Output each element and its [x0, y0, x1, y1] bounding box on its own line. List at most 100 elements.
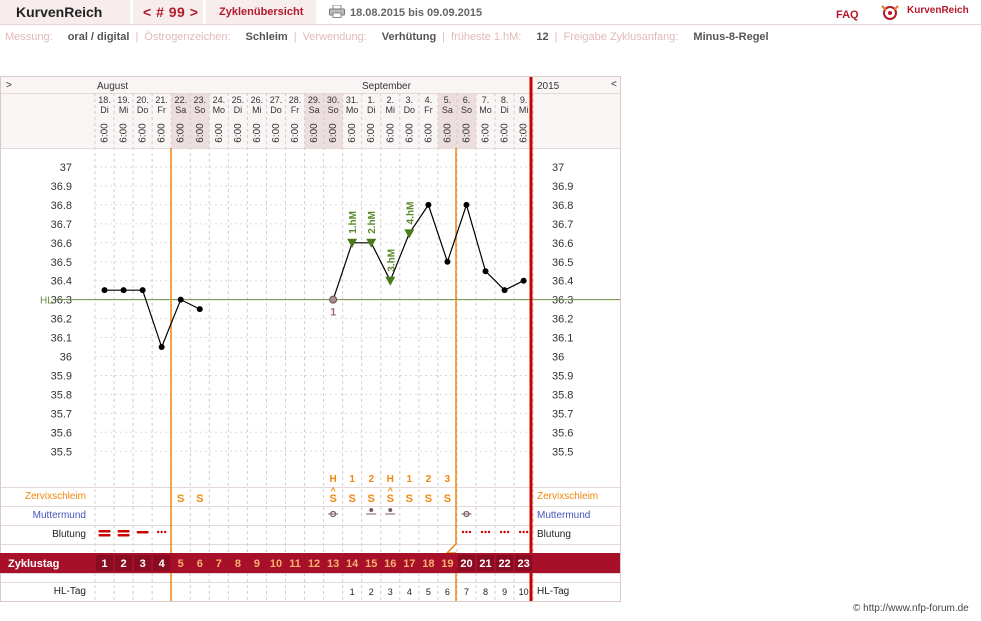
bleeding-spotting-dot: [522, 530, 525, 534]
day-weekday: Di: [100, 105, 109, 115]
measure-time: 6:00: [328, 123, 339, 143]
cycleday-number: 5: [178, 558, 184, 570]
settings-separator: |: [293, 31, 297, 43]
mucus-peak-label: H: [330, 474, 337, 485]
cycleday-number: 13: [327, 558, 339, 570]
cycle-overview-label[interactable]: Zyklenübersicht: [219, 6, 304, 18]
day-number: 9.: [520, 95, 528, 105]
app-title-cell[interactable]: KurvenReich: [0, 0, 130, 24]
day-number: 30.: [327, 95, 340, 105]
cycleday-number: 3: [140, 558, 146, 570]
measure-time: 6:00: [195, 123, 206, 143]
bleeding-spotting-dot: [480, 530, 484, 534]
reference-marker-label: 1: [330, 307, 336, 319]
bleeding-spotting-dot: [461, 530, 465, 534]
day-number: 21.: [155, 95, 168, 105]
cycleday-highlight: [134, 555, 152, 571]
y-tick-label-right: 35.5: [552, 446, 573, 458]
y-tick-label-left: 36: [60, 352, 72, 364]
day-weekday: Mo: [346, 105, 359, 115]
cycleday-highlight: [477, 555, 495, 571]
cervix-mucus-value: S: [329, 493, 336, 505]
y-tick-label-left: 36.7: [51, 219, 72, 231]
day-number: 26.: [251, 95, 264, 105]
hltag-number: 9: [502, 587, 507, 597]
day-weekday: Di: [367, 105, 376, 115]
setting-label: Messung:: [5, 31, 53, 43]
mucus-peak-label: 1: [407, 474, 413, 485]
hltag-number: 2: [369, 587, 374, 597]
cervix-mucus-value: S: [387, 493, 394, 505]
bleeding-medium-bar: [136, 531, 149, 534]
faq-link[interactable]: FAQ: [836, 9, 859, 21]
measure-time: 6:00: [271, 123, 282, 143]
coverline-reference-point: [329, 295, 338, 304]
setting-value: Schleim: [245, 31, 288, 43]
settings-separator: |: [442, 31, 446, 43]
muttermund-dot: [388, 508, 393, 512]
month-label-august: August: [97, 81, 128, 92]
measure-time: 6:00: [157, 123, 168, 143]
cervix-mucus-value: S: [406, 493, 413, 505]
mucus-peak-label: 2: [426, 474, 432, 485]
cycle-nav[interactable]: < # 99 >: [133, 0, 203, 24]
plot-area: [95, 148, 534, 487]
y-tick-label-left: 36.8: [51, 200, 72, 212]
bleeding-heavy-bar: [98, 534, 111, 537]
temperature-line: [104, 289, 201, 349]
measure-time: 6:00: [404, 123, 415, 143]
mucus-peak-label: 1: [349, 474, 355, 485]
higher-measurement-marker: [366, 238, 377, 248]
measure-time: 6:00: [519, 123, 530, 143]
cycleday-highlight: [153, 555, 171, 571]
day-weekday: Mi: [119, 105, 129, 115]
cervix-mucus-value: S: [196, 493, 203, 505]
kurvenreich-logo-icon[interactable]: [880, 2, 900, 20]
setting-label: Verwendung:: [302, 31, 367, 43]
day-weekday: Do: [270, 105, 282, 115]
print-icon[interactable]: [329, 5, 345, 18]
higher-measurement-label: 4.hM: [405, 202, 416, 225]
cycleday-number: 20: [460, 558, 472, 570]
cycleday-number: 18: [422, 558, 434, 570]
higher-measurement-label: 2.hM: [367, 211, 378, 234]
measure-time: 6:00: [423, 123, 434, 143]
temperature-point: [520, 277, 527, 284]
setting-label: früheste 1.hM:: [451, 31, 522, 43]
cycleday-number: 23: [518, 558, 530, 570]
cycle-overview-link[interactable]: Zyklenübersicht: [206, 0, 316, 24]
weekend-shade: [304, 93, 324, 148]
measure-time: 6:00: [176, 123, 187, 143]
cycleday-highlight: [115, 555, 133, 571]
cycleday-label: Zyklustag: [8, 558, 59, 570]
row-label-bleeding-right: Blutung: [537, 529, 571, 540]
day-weekday: Do: [404, 105, 416, 115]
day-weekday: Do: [137, 105, 149, 115]
y-tick-label-left: 35.8: [51, 389, 72, 401]
day-number: 20.: [136, 95, 149, 105]
cycleday-number: 7: [216, 558, 222, 570]
bleeding-spotting-dot: [487, 530, 491, 534]
app-title[interactable]: KurvenReich: [16, 4, 103, 20]
measure-time: 6:00: [366, 123, 377, 143]
day-number: 24.: [213, 95, 226, 105]
cycle-number[interactable]: < # 99 >: [143, 4, 199, 20]
hltag-number: 7: [464, 587, 469, 597]
logo-text[interactable]: KurvenReich: [907, 5, 969, 16]
weekend-shade: [323, 93, 343, 148]
bleeding-spotting-dot: [160, 530, 163, 534]
temperature-point: [101, 287, 108, 294]
year-label: 2015: [537, 81, 560, 92]
cycleday-number: 2: [121, 558, 127, 570]
scroll-right-arrow: <: [611, 79, 617, 90]
day-weekday: Fr: [291, 105, 300, 115]
day-weekday: Mi: [519, 105, 529, 115]
muttermund-dot: [369, 508, 374, 512]
y-tick-label-right: 36.4: [552, 276, 573, 288]
cycleday-highlight: [496, 555, 514, 571]
y-tick-label-right: 36.1: [552, 333, 573, 345]
cycleday-number: 6: [197, 558, 203, 570]
setting-value: oral / digital: [67, 31, 130, 43]
hltag-number: 3: [388, 587, 393, 597]
